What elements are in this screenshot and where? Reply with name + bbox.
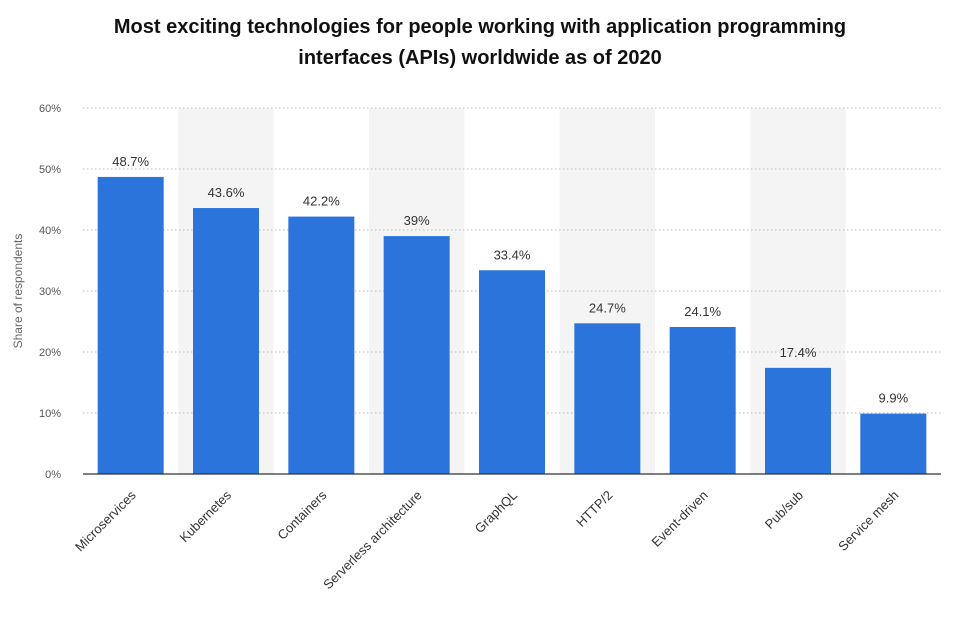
value-label: 42.2% (303, 194, 340, 209)
y-tick-label: 20% (39, 347, 61, 359)
y-tick-label: 50% (39, 164, 61, 176)
chart-title-line-2: interfaces (APIs) worldwide as of 2020 (298, 47, 662, 69)
bar-serverless-architecture[interactable] (383, 236, 450, 474)
x-tick-label: Service mesh (835, 488, 901, 554)
y-tick-label: 30% (39, 286, 61, 298)
bar-kubernetes[interactable] (193, 208, 259, 475)
value-label: 24.1% (684, 304, 721, 319)
value-label: 33.4% (494, 247, 531, 262)
x-tick-label: Pub/sub (762, 488, 806, 532)
bar-microservices[interactable] (97, 176, 164, 474)
y-tick-label: 0% (45, 469, 61, 481)
chart-title-line-1: Most exciting technologies for people wo… (113, 16, 847, 38)
y-axis-label: Share of respondents (11, 234, 25, 349)
value-label: 9.9% (879, 391, 909, 406)
x-tick-label: Kubernetes (176, 487, 234, 545)
y-tick-label: 60% (39, 103, 61, 115)
x-tick-label: Serverless architecture (320, 488, 425, 593)
bar-event-driven[interactable] (669, 326, 736, 474)
chart-title: Most exciting technologies for people wo… (40, 12, 920, 74)
value-label: 48.7% (112, 154, 149, 169)
value-label: 43.6% (208, 185, 245, 200)
value-label: 39% (404, 213, 430, 228)
x-tick-label: GraphQL (472, 488, 520, 536)
bar-service-mesh[interactable] (860, 413, 927, 474)
bar-graphql[interactable] (479, 270, 545, 474)
value-label: 17.4% (780, 345, 817, 360)
y-tick-label: 10% (39, 408, 61, 420)
x-tick-label: Containers (274, 487, 329, 542)
y-tick-label: 40% (39, 225, 61, 237)
x-tick-label: Event-driven (649, 488, 711, 550)
bar-pub-sub[interactable] (765, 367, 831, 474)
x-tick-label: Microservices (72, 487, 139, 554)
value-label: 24.7% (589, 300, 626, 315)
bar-http-2[interactable] (574, 323, 641, 474)
x-tick-label: HTTP/2 (573, 488, 615, 530)
bar-containers[interactable] (288, 216, 355, 474)
